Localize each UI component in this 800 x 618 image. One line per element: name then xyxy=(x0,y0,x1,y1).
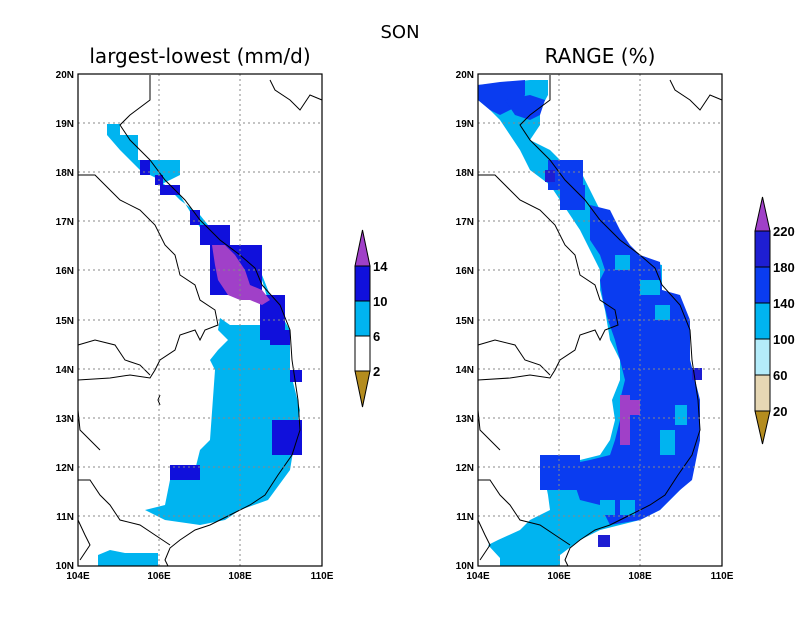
x-axis-right: 104E 106E 108E 110E xyxy=(466,571,733,582)
ytick: 13N xyxy=(56,414,74,425)
ytick: 10N xyxy=(56,561,74,572)
ytick: 20N xyxy=(56,70,74,81)
colorbar-box xyxy=(354,265,371,302)
colorbar-label: 60 xyxy=(773,368,787,383)
colorbar-over xyxy=(354,229,371,267)
frame-right xyxy=(477,73,723,567)
border-line xyxy=(77,174,219,381)
ytick: 12N xyxy=(56,463,74,474)
panel-right-title: RANGE (%) xyxy=(545,44,656,68)
panel-right: RANGE (%) xyxy=(456,44,795,582)
season-title: SON xyxy=(380,22,419,43)
colorbar-label: 6 xyxy=(373,329,380,344)
colorbar-box xyxy=(754,338,771,376)
colorbar-left: 14 10 6 2 xyxy=(354,229,388,408)
ytick: 16N xyxy=(56,266,74,277)
xtick: 106E xyxy=(547,571,571,582)
y-axis-left: 20N 19N 18N 17N 16N 15N 14N 13N 12N 11N … xyxy=(56,70,74,572)
ytick: 20N xyxy=(456,70,474,81)
cyan-area xyxy=(98,124,300,566)
map-left xyxy=(77,73,323,567)
ytick: 11N xyxy=(456,512,474,523)
colorbar-box xyxy=(754,374,771,412)
xtick: 108E xyxy=(628,571,652,582)
panel-left-title: largest-lowest (mm/d) xyxy=(89,44,310,68)
ytick: 16N xyxy=(456,266,474,277)
colorbar-label: 180 xyxy=(773,260,795,275)
colorbar-label: 14 xyxy=(373,259,388,274)
xtick: 106E xyxy=(147,571,171,582)
ytick: 12N xyxy=(456,463,474,474)
xtick: 104E xyxy=(66,571,90,582)
xtick: 110E xyxy=(711,571,734,582)
y-axis-right: 20N 19N 18N 17N 16N 15N 14N 13N 12N 11N … xyxy=(456,70,474,572)
colorbar-label: 10 xyxy=(373,294,387,309)
coastline xyxy=(519,75,701,567)
ytick: 19N xyxy=(456,119,474,130)
ytick: 14N xyxy=(56,365,74,376)
border-line xyxy=(477,174,619,381)
colorbar-box xyxy=(754,230,771,268)
colorbar-box xyxy=(754,302,771,340)
ytick: 18N xyxy=(456,168,474,179)
colorbar-label: 2 xyxy=(373,364,380,379)
ytick: 15N xyxy=(56,316,74,327)
colorbar-under xyxy=(754,410,771,445)
xtick: 104E xyxy=(466,571,490,582)
ytick: 11N xyxy=(56,512,74,523)
purple-area xyxy=(212,245,270,305)
map-right xyxy=(477,73,723,567)
ytick: 10N xyxy=(456,561,474,572)
ytick: 13N xyxy=(456,414,474,425)
ytick: 15N xyxy=(456,316,474,327)
ytick: 18N xyxy=(56,168,74,179)
ytick: 17N xyxy=(56,217,74,228)
ytick: 19N xyxy=(56,119,74,130)
colorbar-label: 20 xyxy=(773,404,787,419)
colorbar-box xyxy=(754,266,771,304)
coastline xyxy=(119,75,301,567)
xtick: 110E xyxy=(311,571,334,582)
ytick: 14N xyxy=(456,365,474,376)
colorbar-label: 140 xyxy=(773,296,795,311)
panel-left: largest-lowest (mm/d) xyxy=(56,44,389,582)
frame-left xyxy=(77,73,323,567)
x-axis-left: 104E 106E 108E 110E xyxy=(66,571,333,582)
colorbar-label: 220 xyxy=(773,224,795,239)
xtick: 108E xyxy=(228,571,252,582)
colorbar-over xyxy=(754,196,771,232)
colorbar-right: 220 180 140 100 60 20 xyxy=(754,196,795,445)
purple-area xyxy=(620,395,640,445)
colorbar-label: 100 xyxy=(773,332,795,347)
colorbar-under xyxy=(354,370,371,408)
colorbar-box xyxy=(354,335,371,372)
colorbar-box xyxy=(354,300,371,337)
ytick: 17N xyxy=(456,217,474,228)
